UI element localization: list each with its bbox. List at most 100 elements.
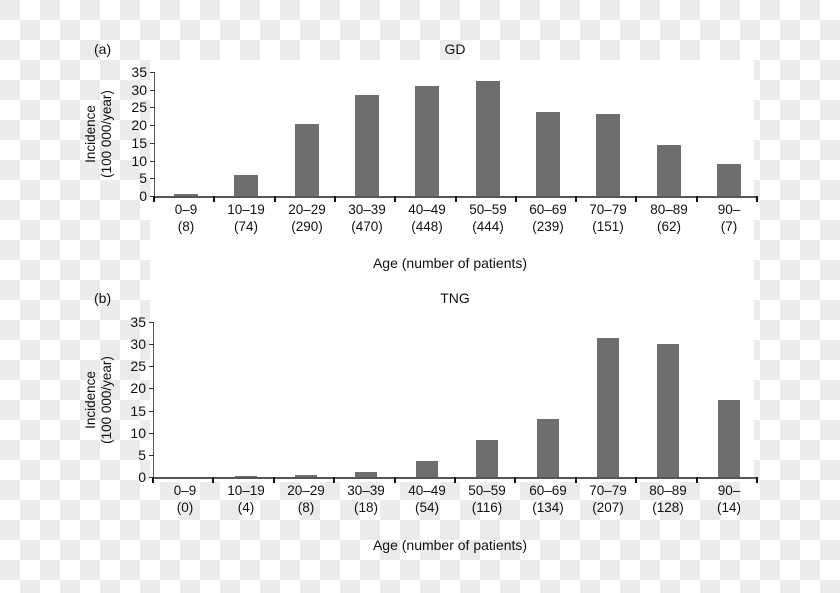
bar-gd-3	[355, 95, 379, 196]
x-category-label: 50–59 (116)	[457, 482, 517, 516]
x-tick	[152, 477, 154, 483]
bar-gd-4	[415, 86, 439, 196]
y-axis-line	[154, 72, 155, 196]
y-tick	[149, 366, 154, 367]
y-tick-label: 0	[138, 469, 146, 485]
bar-gd-9	[717, 164, 741, 196]
patient-count: (207)	[592, 500, 624, 515]
age-range: 70–79	[589, 202, 627, 217]
patient-count: (444)	[472, 219, 504, 234]
y-tick-label: 25	[130, 358, 146, 374]
bar-tng-4	[416, 460, 438, 477]
x-tick	[514, 477, 516, 483]
bar-gd-5	[476, 80, 500, 196]
y-tick-label: 5	[139, 170, 147, 186]
age-range: 30–39	[348, 202, 386, 217]
bar-gd-8	[657, 144, 681, 196]
panel-label-b: (b)	[94, 290, 112, 306]
patient-count: (8)	[177, 219, 195, 234]
patient-count: (62)	[656, 219, 681, 234]
patient-count: (470)	[351, 219, 383, 234]
y-axis-label-a-line2: (100 000/year)	[99, 90, 114, 178]
x-tick	[756, 196, 758, 202]
x-tick	[333, 477, 335, 483]
x-tick	[635, 477, 637, 483]
patient-count: (151)	[592, 219, 624, 234]
age-range: 60–69	[529, 202, 567, 217]
x-category-label: 20–29 (290)	[277, 201, 337, 235]
y-tick-label: 10	[131, 153, 147, 169]
y-tick	[150, 161, 155, 162]
age-range: 80–89	[650, 202, 688, 217]
x-category-label: 40–49 (448)	[397, 201, 457, 235]
x-category-label: 50–59 (444)	[458, 201, 518, 235]
age-range: 0–9	[173, 483, 197, 498]
age-range: 90–	[717, 202, 741, 217]
patient-count: (0)	[176, 500, 194, 515]
x-category-label: 10–19 (4)	[216, 482, 276, 516]
y-tick	[150, 107, 155, 108]
age-range: 50–59	[469, 202, 507, 217]
bar-gd-6	[536, 111, 560, 196]
bar-tng-1	[235, 475, 257, 477]
bar-tng-3	[355, 472, 377, 477]
patient-count: (4)	[237, 500, 255, 515]
y-tick	[149, 322, 154, 323]
x-tick	[454, 477, 456, 483]
x-category-label: 40–49 (54)	[397, 482, 457, 516]
age-range: 80–89	[649, 483, 687, 498]
x-category-label: 30–39 (18)	[336, 482, 396, 516]
y-tick	[149, 344, 154, 345]
x-tick	[334, 196, 336, 202]
bar-gd-2	[295, 124, 319, 196]
x-category-label: 90– (14)	[699, 482, 759, 516]
x-tick	[394, 196, 396, 202]
patient-count: (18)	[353, 500, 378, 515]
age-range: 10–19	[227, 483, 265, 498]
x-tick	[515, 196, 517, 202]
y-tick	[149, 455, 154, 456]
x-tick	[575, 196, 577, 202]
y-tick-label: 10	[130, 425, 146, 441]
y-tick-label: 15	[130, 403, 146, 419]
y-tick	[149, 388, 154, 389]
y-tick-label: 30	[130, 336, 146, 352]
age-range: 60–69	[529, 483, 567, 498]
y-tick	[150, 196, 155, 197]
x-category-label: 60–69 (239)	[518, 201, 578, 235]
x-category-label: 70–79 (151)	[578, 201, 638, 235]
patient-count: (116)	[471, 500, 503, 515]
y-axis-label-a-line1: Incidence	[83, 105, 98, 163]
y-tick	[150, 178, 155, 179]
y-tick-label: 25	[131, 99, 147, 115]
y-axis-label-a: Incidence (100 000/year)	[83, 74, 117, 194]
x-axis-label-b: Age (number of patients)	[372, 537, 528, 553]
x-tick	[455, 196, 457, 202]
y-tick-label: 30	[131, 82, 147, 98]
patient-count: (74)	[233, 219, 258, 234]
y-tick-label: 15	[131, 135, 147, 151]
x-category-label: 0–9 (0)	[155, 482, 215, 516]
y-axis-line	[153, 322, 154, 477]
age-range: 30–39	[347, 483, 385, 498]
patient-count: (239)	[532, 219, 564, 234]
x-category-label: 90– (7)	[699, 201, 759, 235]
y-tick	[149, 411, 154, 412]
bar-tng-6	[537, 418, 559, 477]
x-category-label: 60–69 (134)	[518, 482, 578, 516]
age-range: 50–59	[468, 483, 506, 498]
y-tick-label: 20	[130, 380, 146, 396]
age-range: 40–49	[408, 202, 446, 217]
patient-count: (8)	[297, 500, 315, 515]
x-tick	[696, 196, 698, 202]
chart-title-gd: GD	[444, 41, 466, 57]
age-range: 20–29	[287, 483, 325, 498]
y-tick-label: 5	[138, 447, 146, 463]
x-category-label: 0–9 (8)	[156, 201, 216, 235]
chart-title-tng: TNG	[440, 290, 470, 306]
bar-tng-9	[718, 399, 740, 477]
x-tick	[212, 477, 214, 483]
panel-label-a: (a)	[94, 41, 112, 57]
x-tick	[273, 477, 275, 483]
x-tick	[696, 477, 698, 483]
